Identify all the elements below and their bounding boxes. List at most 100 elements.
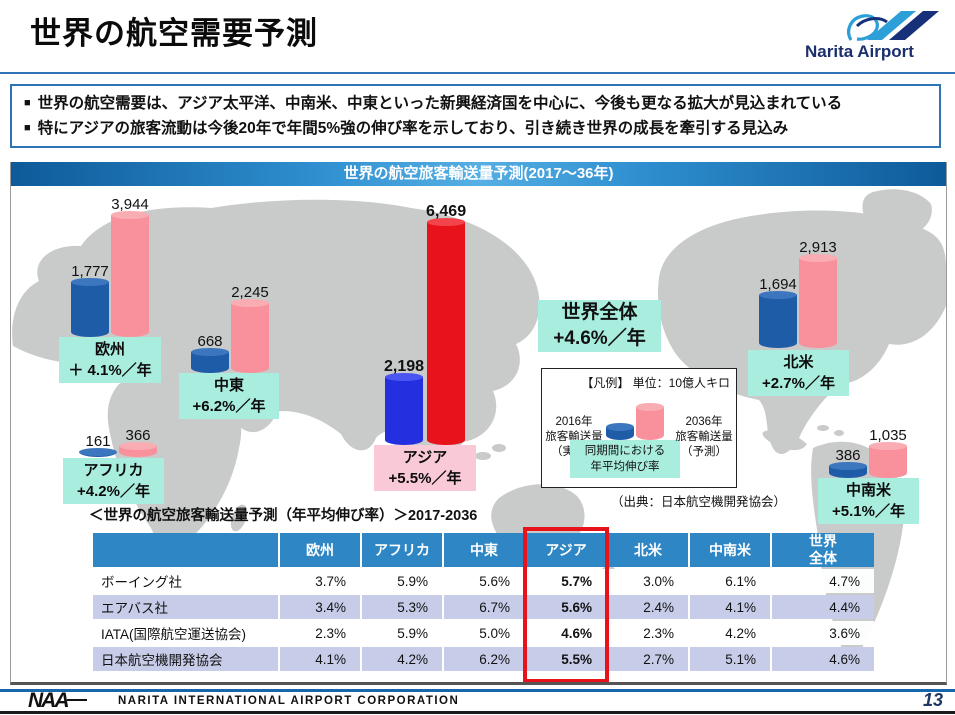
table-header-row: 欧州 アフリカ 中東 アジア 北米 中南米 世界全体 (93, 533, 874, 567)
middle-east-2016-bar (191, 348, 229, 373)
region-name: 欧州 (94, 341, 125, 358)
table-row: IATA(国際航空運送協会) 2.3% 5.9% 5.0% 4.6% 2.3% … (93, 621, 874, 645)
value-cell: 6.7% (444, 595, 524, 619)
naa-logo: NAA (28, 689, 87, 712)
bullet-2-text: 特にアジアの旅客流動は今後20年で年間5%強の伸び率を示しており、引き続き世界の… (37, 119, 789, 137)
header-africa: アフリカ (362, 533, 442, 567)
latin-america-2016-value: 386 (835, 447, 861, 464)
value-cell: 4.7% (772, 569, 874, 593)
table-row: 日本航空機開発協会 4.1% 4.2% 6.2% 5.5% 2.7% 5.1% … (93, 647, 874, 671)
value-cell: 5.9% (362, 621, 442, 645)
cylinder-cap (385, 373, 424, 381)
org-cell: エアバス社 (93, 595, 278, 619)
cylinder-cap (79, 448, 117, 456)
label-middle-east: 中東 +6.2%／年 (179, 373, 279, 419)
org-cell: 日本航空機開発協会 (93, 647, 278, 671)
bullet-square-icon: ■ (24, 97, 31, 109)
latin-america-2036-bar (869, 442, 907, 478)
cylinder-cap (231, 299, 269, 307)
legend-2036-line2: 旅客輸送量 (675, 431, 733, 443)
asia-2016-value: 2,198 (384, 358, 425, 375)
cylinder-cap (759, 291, 797, 299)
region-name: 中東 (213, 377, 244, 394)
region-rate: +2.7%／年 (762, 375, 835, 392)
value-cell: 4.6% (772, 647, 874, 671)
page-number: 13 (922, 690, 943, 710)
value-cell: 3.4% (280, 595, 360, 619)
value-cell: 5.3% (362, 595, 442, 619)
value-cell: 3.0% (608, 569, 688, 593)
legend-growth-tag: 同期間における 年平均伸び率 (570, 440, 680, 478)
europe-2036-value: 3,944 (111, 196, 149, 213)
value-cell: 3.6% (772, 621, 874, 645)
value-cell: 3.7% (280, 569, 360, 593)
region-rate: +4.2%／年 (77, 483, 150, 500)
legend-growth-line2: 年平均伸び率 (590, 461, 660, 473)
header-north-america: 北米 (608, 533, 688, 567)
cylinder-cap (636, 403, 664, 411)
header-europe: 欧州 (280, 533, 360, 567)
world-total-name: 世界全体 (561, 302, 638, 323)
footer-black-rule (0, 711, 955, 714)
bullet-2: ■ 特にアジアの旅客流動は今後20年で年間5%強の伸び率を示しており、引き続き世界… (24, 117, 927, 142)
north-america-2016-value: 1,694 (759, 276, 797, 293)
value-cell-asia: 5.6% (526, 595, 606, 619)
label-north-america: 北米 +2.7%／年 (748, 350, 849, 396)
footer-company-name: NARITA INTERNATIONAL AIRPORT CORPORATION (118, 695, 460, 707)
legend-2036-line3: （予測） (681, 446, 727, 458)
region-name: 中南米 (845, 482, 891, 499)
region-rate: +5.1%／年 (832, 503, 905, 520)
narita-airport-logo: Narita Airport (805, 4, 943, 68)
bullet-1-text: 世界の航空需要は、アジア太平洋、中南米、中東といった新興経済国を中心に、今後も更… (37, 95, 843, 112)
value-cell: 5.9% (362, 569, 442, 593)
cylinder-cap (829, 462, 867, 470)
label-africa: アフリカ +4.2%／年 (63, 458, 164, 504)
value-cell: 5.6% (444, 569, 524, 593)
cylinder-cap (427, 218, 466, 226)
org-cell: ボーイング社 (93, 569, 278, 593)
table-row: ボーイング社 3.7% 5.9% 5.6% 5.7% 3.0% 6.1% 4.7… (93, 569, 874, 593)
africa-2016-value: 161 (85, 433, 111, 450)
value-cell: 5.0% (444, 621, 524, 645)
cylinder-cap (191, 348, 229, 356)
latin-america-2016-bar (829, 462, 867, 478)
logo-wordmark: Narita Airport (805, 42, 914, 61)
value-cell-asia: 4.6% (526, 621, 606, 645)
world-total-rate: +4.6%／年 (553, 328, 646, 349)
north-america-2036-bar (799, 254, 837, 348)
header-middle-east: 中東 (444, 533, 524, 567)
north-america-2036-value: 2,913 (799, 239, 837, 256)
europe-2016-value: 1,777 (71, 263, 109, 280)
cylinder-cap (111, 211, 149, 219)
label-europe: 欧州 ＋ 4.1%／年 (59, 337, 161, 383)
region-rate: +6.2%／年 (192, 398, 266, 415)
value-cell: 6.1% (690, 569, 770, 593)
summary-box: ■ 世界の航空需要は、アジア太平洋、中南米、中東といった新興経済国を中心に、今後も… (10, 84, 941, 148)
world-map-chart: 1,777 3,944 欧州 ＋ 4.1%／年 668 2,2 (11, 186, 946, 682)
bullet-1: ■ 世界の航空需要は、アジア太平洋、中南米、中東といった新興経済国を中心に、今後も… (24, 92, 927, 117)
source-note: （出典：日本航空機開発協会） (611, 495, 787, 509)
legend-2036-line1: 2036年 (685, 416, 723, 428)
header-org (93, 533, 278, 567)
airplane-swoosh-icon (847, 11, 939, 41)
naa-logo-text: NAA (28, 689, 69, 712)
middle-east-2036-bar (231, 299, 269, 373)
value-cell: 4.2% (690, 621, 770, 645)
chart-banner-title: 世界の航空旅客輸送量予測(2017〜36年) (11, 162, 946, 186)
bars-africa: 161 366 (79, 427, 157, 457)
chart-frame: 世界の航空旅客輸送量予測(2017〜36年) (10, 162, 947, 685)
africa-2016-bar (79, 448, 117, 457)
cylinder-cap (119, 442, 157, 450)
region-name: アフリカ (83, 462, 144, 479)
asia-2036-bar (427, 218, 466, 445)
middle-east-2016-value: 668 (197, 333, 223, 350)
europe-2016-bar (71, 278, 109, 337)
region-name: アジア (402, 449, 448, 466)
legend-title: 【凡例】 単位：10億人キロ (581, 376, 730, 390)
africa-2036-bar (119, 442, 157, 457)
header-asia: アジア (526, 533, 606, 567)
growth-rate-table: 欧州 アフリカ 中東 アジア 北米 中南米 世界全体 ボーイング社 3.7% 5… (91, 531, 876, 673)
label-asia: アジア +5.5%／年 (374, 445, 476, 491)
bars-europe: 1,777 3,944 (71, 196, 149, 337)
value-cell: 4.1% (690, 595, 770, 619)
